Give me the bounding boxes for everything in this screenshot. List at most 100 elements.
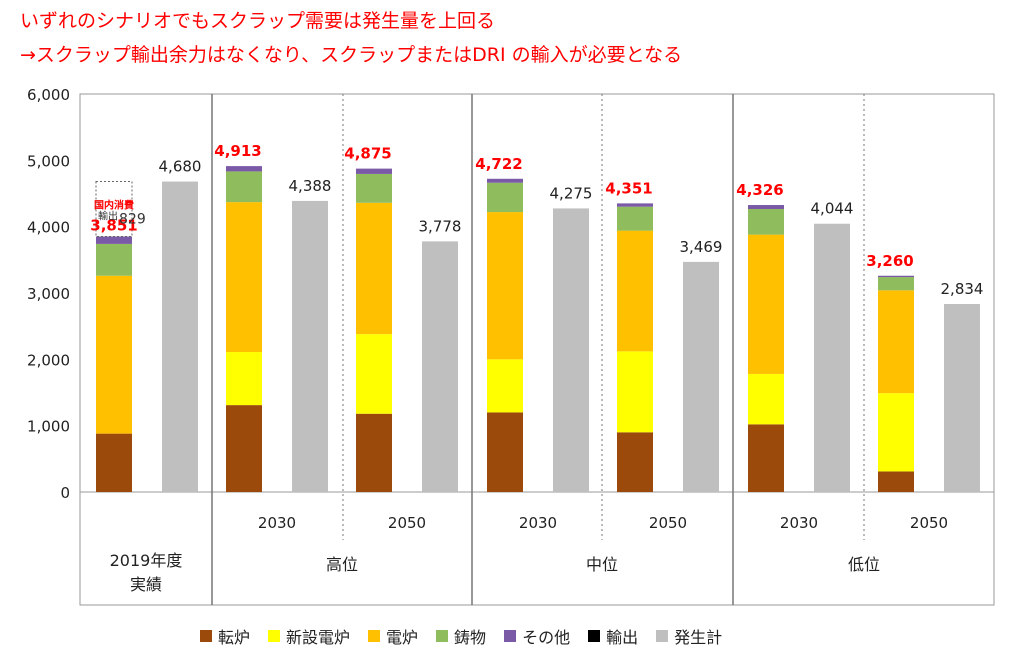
headline-line-1: いずれのシナリオでもスクラップ需要は発生量を上回る [20, 10, 496, 32]
bar-segment-転炉 [487, 412, 523, 492]
chart-legend: 転炉 新設電炉 電炉 鋳物 その他 輸出 発生計 [200, 624, 722, 648]
demand-total-label: 4,326 [736, 181, 783, 199]
scenario-label: 高位 [326, 555, 358, 574]
bar-segment-転炉 [356, 413, 392, 492]
bar-segment-電炉 [748, 234, 784, 374]
legend-label: 電炉 [386, 628, 419, 647]
generation-value-label: 4,044 [811, 200, 854, 218]
bar-segment-鋳物 [878, 277, 914, 291]
bar-segment-鋳物 [487, 182, 523, 213]
bar-segment-新設電炉 [617, 351, 653, 433]
legend-label: 転炉 [218, 628, 251, 647]
bar-segment-新設電炉 [226, 352, 262, 406]
generation-bar [162, 181, 198, 492]
generation-value-label: 3,778 [419, 217, 462, 235]
bar-segment-その他 [226, 166, 262, 172]
legend-label: 新設電炉 [286, 628, 351, 647]
legend-swatch [268, 630, 281, 642]
demand-total-label: 3,260 [866, 252, 913, 270]
y-tick-label: 4,000 [27, 219, 70, 237]
bar-segment-その他 [617, 203, 653, 207]
plot-frame [79, 93, 995, 606]
legend-item: その他 [504, 624, 570, 648]
bar-segment-新設電炉 [878, 393, 914, 472]
generation-bar [292, 200, 328, 493]
bar-segment-新設電炉 [748, 373, 784, 425]
legend-item: 発生計 [656, 624, 722, 648]
bar-segment-鋳物 [226, 171, 262, 203]
export-value-label: 829 [119, 212, 146, 228]
legend-label: 輸出 [606, 628, 639, 647]
demand-total-label: 4,913 [214, 142, 261, 160]
year-label: 2030 [258, 514, 296, 532]
bar-segment-その他 [356, 168, 392, 174]
generation-bar [814, 223, 850, 493]
generation-value-label: 4,388 [289, 177, 332, 195]
legend-label: 発生計 [674, 628, 723, 647]
demand-total-label: 4,351 [605, 179, 652, 197]
bar-segment-鋳物 [748, 209, 784, 235]
generation-bar [422, 241, 458, 492]
year-label: 2050 [649, 514, 687, 532]
generation-bar [683, 261, 719, 492]
bar-segment-電炉 [356, 202, 392, 335]
legend-swatch [436, 630, 449, 642]
bar-segment-その他 [878, 275, 914, 278]
generation-bar [553, 208, 589, 493]
bar-segment-転炉 [96, 433, 132, 492]
y-tick-label: 3,000 [27, 285, 70, 303]
bar-segment-新設電炉 [487, 359, 523, 413]
bar-segment-新設電炉 [356, 334, 392, 414]
bar-segment-転炉 [878, 471, 914, 492]
generation-bar [944, 304, 980, 492]
y-tick-label: 5,000 [27, 152, 70, 170]
generation-value-label: 3,469 [680, 238, 723, 256]
legend-label: 鋳物 [454, 628, 487, 647]
legend-swatch [368, 630, 381, 642]
year-label: 2030 [519, 514, 557, 532]
bar-segment-転炉 [748, 424, 784, 492]
bar-segment-鋳物 [617, 206, 653, 231]
legend-swatch [588, 630, 601, 642]
bar-segment-電炉 [487, 212, 523, 360]
legend-item: 電炉 [368, 624, 418, 648]
scenario-label: 低位 [848, 555, 880, 574]
generation-value-label: 4,275 [550, 184, 593, 202]
y-tick-label: 2,000 [27, 351, 70, 369]
bar-segment-鋳物 [356, 173, 392, 203]
bar-segment-電炉 [96, 275, 132, 434]
bar-segment-電炉 [878, 290, 914, 394]
y-tick-label: 1,000 [27, 418, 70, 436]
legend-item: 鋳物 [436, 624, 486, 648]
bar-segment-その他 [96, 236, 132, 244]
year-label: 2030 [780, 514, 818, 532]
generation-value-label: 2,834 [941, 280, 984, 298]
demand-total-label: 4,722 [475, 155, 522, 173]
demand-total-label: 4,875 [344, 145, 391, 163]
legend-label: その他 [522, 628, 571, 647]
legend-item: 輸出 [588, 624, 638, 648]
bar-segment-電炉 [226, 202, 262, 353]
demand-total-label: 3,851 [90, 217, 137, 235]
legend-swatch [504, 630, 517, 642]
bar-segment-その他 [487, 178, 523, 183]
legend-item: 転炉 [200, 624, 250, 648]
bar-segment-export [95, 181, 133, 238]
bar-segment-電炉 [617, 230, 653, 352]
bar-segment-その他 [748, 205, 784, 210]
domestic-annotation-label: 国内消費 [94, 199, 134, 212]
export-annotation-label: 輸出 [98, 210, 118, 223]
y-tick-label: 6,000 [27, 86, 70, 104]
base-period-label: 実績 [130, 575, 162, 594]
bar-segment-転炉 [617, 432, 653, 492]
legend-swatch [656, 630, 669, 642]
headline-line-2: →スクラップ輸出余力はなくなり、スクラップまたはDRI の輸入が必要となる [20, 44, 683, 66]
generation-value-label: 4,680 [159, 158, 202, 176]
y-tick-label: 0 [60, 484, 70, 502]
bar-segment-鋳物 [96, 243, 132, 276]
base-period-label: 2019年度 [110, 551, 183, 570]
bar-segment-転炉 [226, 405, 262, 492]
scenario-label: 中位 [586, 555, 618, 574]
year-label: 2050 [910, 514, 948, 532]
